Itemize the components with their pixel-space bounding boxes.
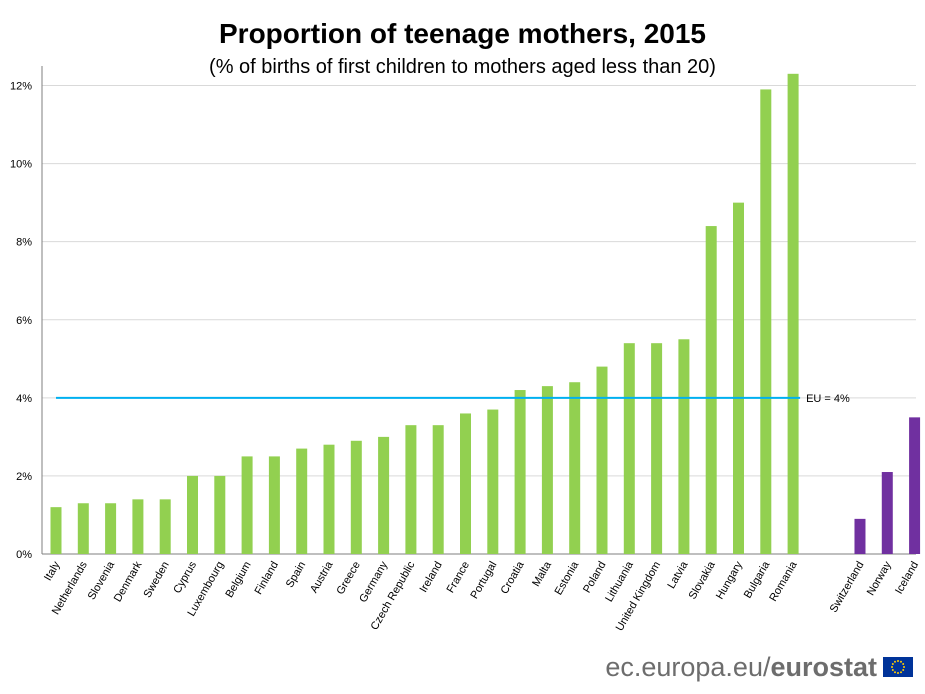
bar-italy	[50, 507, 62, 554]
bar-hungary	[733, 202, 744, 554]
bar-romania	[787, 73, 799, 555]
x-tick-label: Ireland	[418, 560, 445, 595]
bar-iceland	[909, 417, 921, 554]
x-tick-label: Iceland	[893, 560, 921, 597]
x-tick-label: Switzerland	[828, 560, 867, 615]
bar-slovenia	[105, 503, 117, 554]
bar-cyprus	[187, 475, 198, 554]
bar-denmark	[132, 499, 144, 554]
bar-spain	[296, 448, 308, 554]
y-axis-tick-labels: 0% 2% 4% 6% 8% 10% 12%	[10, 81, 32, 561]
reference-line-group: EU = 4%	[56, 393, 850, 405]
bar-germany	[378, 436, 390, 554]
bar-malta	[541, 386, 553, 554]
x-tick-label: Estonia	[553, 559, 582, 598]
footer-brand: eurostat	[770, 651, 877, 682]
footer: ec.europa.eu/ eurostat	[605, 650, 913, 684]
gridlines	[41, 66, 916, 555]
x-tick-label: Norway	[865, 559, 894, 598]
bar-bulgaria	[760, 89, 772, 554]
x-tick-label: Malta	[530, 559, 554, 589]
bar-finland	[268, 456, 280, 554]
bar-latvia	[678, 339, 690, 554]
bar-united-kingdom	[651, 343, 663, 554]
y-tick-label: 2%	[16, 471, 32, 483]
footer-site-link[interactable]: ec.europa.eu/	[605, 651, 771, 682]
bar-portugal	[487, 409, 499, 554]
bar-luxembourg	[214, 475, 226, 554]
y-tick-label: 6%	[16, 315, 32, 327]
bar-croatia	[514, 390, 526, 554]
bar-sweden	[159, 499, 171, 554]
bars	[50, 73, 921, 555]
bar-france	[460, 413, 471, 554]
x-tick-label: Latvia	[665, 559, 691, 591]
y-tick-label: 10%	[10, 159, 32, 171]
bar-norway	[881, 472, 893, 554]
y-tick-label: 8%	[16, 237, 32, 249]
x-tick-label: Austria	[308, 559, 336, 595]
bar-slovakia	[705, 226, 717, 554]
bar-lithuania	[623, 343, 635, 554]
x-tick-label: Portugal	[469, 560, 500, 601]
y-tick-label: 12%	[10, 81, 32, 93]
x-tick-label: Belgium	[223, 560, 253, 600]
x-tick-label: France	[445, 560, 473, 596]
bar-czech-republic	[405, 425, 417, 554]
eu-average-label: EU = 4%	[806, 393, 850, 405]
bar-greece	[350, 440, 362, 554]
bar-netherlands	[77, 503, 89, 554]
x-tick-label: Hungary	[714, 559, 745, 601]
x-tick-label: Spain	[284, 560, 308, 590]
bar-belgium	[241, 456, 253, 554]
chart-title: Proportion of teenage mothers, 2015	[219, 18, 706, 49]
bar-austria	[323, 444, 335, 554]
x-tick-label: Italy	[42, 559, 63, 583]
bar-switzerland	[854, 518, 866, 554]
bar-estonia	[569, 382, 581, 554]
y-tick-label: 0%	[16, 549, 32, 561]
x-tick-label: Finland	[253, 560, 281, 597]
x-tick-label: Greece	[334, 560, 362, 597]
x-tick-label: Cyprus	[171, 559, 199, 596]
x-tick-label: Croatia	[499, 559, 528, 596]
bar-poland	[596, 366, 608, 554]
bar-chart: 0% 2% 4% 6% 8% 10% 12% EU = 4% ItalyNetherland…	[10, 66, 921, 634]
bar-ireland	[432, 425, 444, 554]
x-tick-label: Sweden	[142, 560, 172, 600]
eu-flag-icon	[883, 657, 913, 677]
y-tick-label: 4%	[16, 393, 32, 405]
x-tick-label: Poland	[581, 560, 609, 596]
chart-subtitle: (% of births of first children to mother…	[209, 56, 716, 78]
